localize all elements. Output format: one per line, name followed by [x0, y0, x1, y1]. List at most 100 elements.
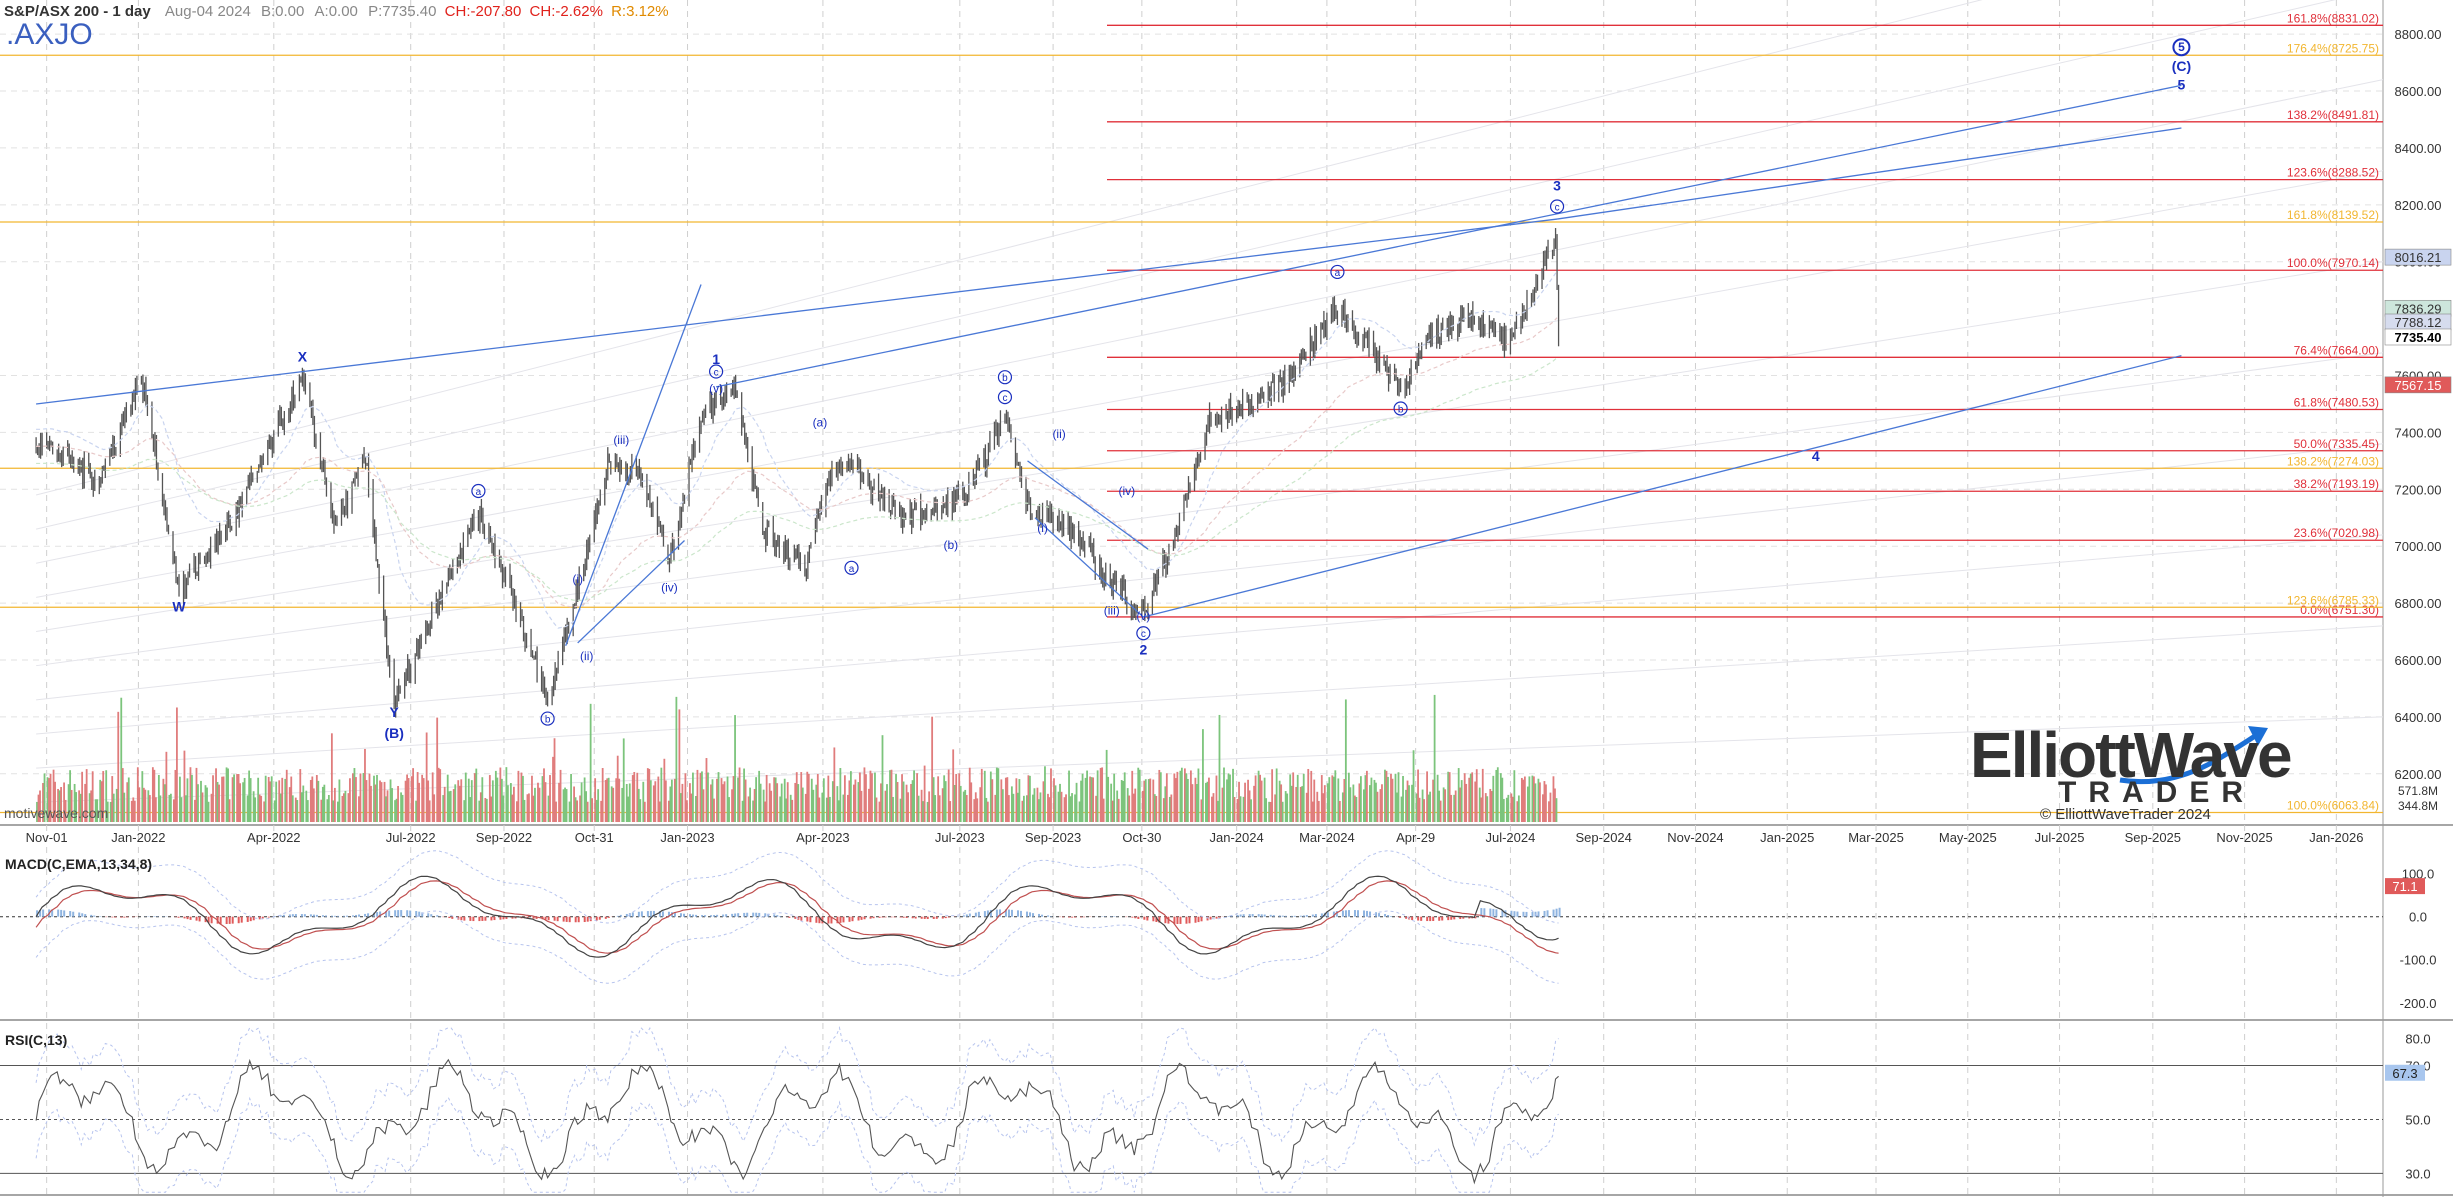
volume-bar — [928, 791, 931, 822]
wave-circle — [997, 390, 1013, 405]
macd-histogram-bar — [63, 910, 66, 917]
volume-bar — [154, 797, 157, 822]
macd-histogram-bar — [153, 916, 156, 917]
macd-histogram-bar — [388, 910, 391, 917]
macd-histogram-bar — [914, 916, 917, 919]
wave-circle — [540, 711, 555, 726]
volume-bar — [415, 800, 418, 822]
fib-label-red: 100.0%(7970.14) — [2287, 256, 2379, 270]
trend-line[interactable] — [577, 540, 685, 644]
volume-bar — [701, 771, 703, 822]
volume-bar — [269, 781, 272, 822]
volume-bar — [120, 697, 123, 822]
price-bars[interactable] — [35, 228, 1560, 718]
volume-bar — [1208, 777, 1210, 822]
volume-bar — [667, 800, 670, 822]
x-tick-label: Nov-2025 — [2216, 830, 2272, 845]
macd-histogram-bar — [288, 914, 291, 917]
volume-bar — [195, 767, 198, 822]
macd-histogram-bar — [400, 910, 403, 917]
macd-histogram-bar — [514, 916, 517, 919]
macd-histogram-bar — [947, 916, 950, 918]
trend-line[interactable] — [36, 218, 1558, 405]
volume-bar — [783, 778, 786, 822]
volume-bar — [654, 781, 657, 822]
volume-bar — [860, 790, 863, 822]
fib-label-red: 138.2%(8491.81) — [2287, 108, 2379, 122]
volume-bar — [1236, 798, 1239, 822]
macd-histogram-bar — [1441, 916, 1444, 921]
macd-histogram-bar — [1302, 915, 1305, 917]
volume-bar — [1468, 777, 1471, 822]
fib-label-orange: 161.8%(8139.52) — [2287, 208, 2379, 222]
volume-bar — [1010, 786, 1013, 822]
volume-tick-label: 571.8M — [2398, 784, 2438, 798]
fib-label-red: 161.8%(8831.02) — [2287, 11, 2379, 25]
volume-bar — [64, 799, 67, 822]
trend-line[interactable] — [1556, 127, 2182, 220]
watermark[interactable]: motivewave.com — [4, 805, 109, 821]
macd-histogram-bar — [767, 913, 770, 917]
volume-bar — [528, 793, 530, 822]
macd-histogram-bar — [333, 915, 336, 917]
wave-label: (iii) — [1104, 603, 1120, 617]
volume-bar — [418, 782, 421, 822]
volume-bar — [204, 785, 207, 822]
macd-histogram-bar — [355, 914, 358, 917]
x-tick-label: Sep-2025 — [2125, 830, 2181, 845]
volume-bar — [831, 781, 834, 822]
trend-line[interactable] — [715, 84, 2182, 388]
volume-bar — [1447, 771, 1450, 822]
trend-line[interactable] — [1143, 354, 2182, 618]
volume-bar — [416, 772, 419, 822]
volume-bar — [958, 773, 961, 822]
volume-bar — [52, 769, 55, 822]
volume-bar — [931, 716, 934, 822]
macd-histogram-bar — [291, 914, 294, 917]
volume-bar — [710, 784, 712, 822]
macd-histogram-bar — [562, 916, 565, 922]
rsi-tick-label: 30.0 — [2405, 1166, 2430, 1181]
macd-histogram-bar — [640, 911, 643, 917]
volume-bar — [1295, 786, 1298, 822]
volume-bar — [916, 773, 918, 822]
wave-circle — [1136, 626, 1151, 641]
volume-bar — [427, 780, 430, 822]
volume-bar — [406, 774, 408, 822]
trend-line[interactable] — [1034, 517, 1144, 618]
volume-bar — [1122, 781, 1125, 822]
volume-bar — [281, 777, 284, 822]
x-tick-label: Mar-2025 — [1848, 830, 1904, 845]
wave-label: (iv) — [661, 581, 678, 595]
volume-bar — [376, 774, 378, 822]
volume-bar — [1338, 800, 1341, 822]
macd-histogram-bar — [1438, 916, 1441, 921]
macd-histogram-bar — [84, 914, 87, 917]
volume-bar — [1007, 795, 1010, 822]
macd-histogram-bar — [902, 916, 905, 918]
wave-label: (i) — [1037, 521, 1048, 535]
macd-histogram-bar — [1356, 910, 1359, 917]
volume-bar — [470, 780, 473, 822]
macd-histogram-bar — [99, 916, 102, 917]
macd-histogram-bar — [1411, 916, 1414, 921]
volume-bar — [1331, 775, 1334, 822]
macd-histogram-bar — [1341, 910, 1344, 917]
macd-histogram-bar — [860, 916, 863, 920]
macd-histogram-bar — [1426, 916, 1429, 922]
volume-bar — [1507, 794, 1510, 822]
volume-bar — [231, 777, 234, 822]
volume-bar — [1050, 768, 1052, 822]
volume-bar — [1344, 699, 1347, 822]
volume-bar — [765, 774, 768, 822]
macd-histogram-bar — [1353, 910, 1356, 917]
volume-bar — [702, 789, 705, 822]
trend-line[interactable] — [565, 284, 702, 647]
wave-label: (C) — [2172, 58, 2191, 74]
volume-bar — [1486, 796, 1489, 822]
trend-line[interactable] — [1027, 460, 1149, 550]
x-tick-label: May-2025 — [1939, 830, 1997, 845]
volume-bar — [279, 793, 282, 822]
volume-bar — [1233, 797, 1236, 822]
